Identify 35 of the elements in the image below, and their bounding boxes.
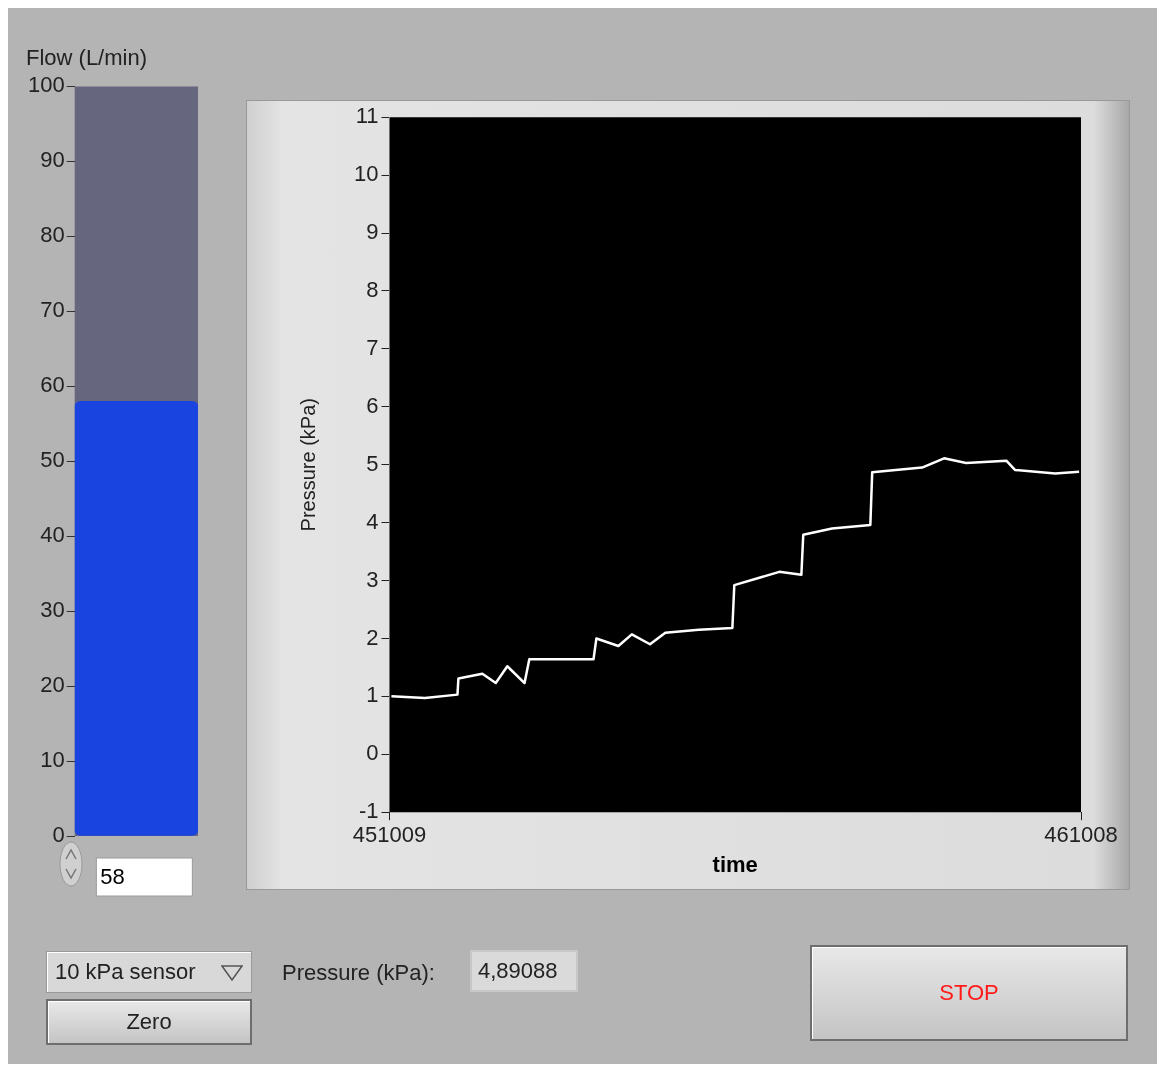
chart-title: Flow (L/min) bbox=[26, 45, 148, 71]
y-tick-label: 50 bbox=[40, 447, 65, 473]
y-tick-label: 6 bbox=[366, 392, 379, 418]
y-tick-label: 11 bbox=[355, 103, 379, 129]
y-tick-label: 100 bbox=[27, 72, 65, 98]
text: STOP bbox=[810, 945, 1128, 1041]
y-tick-label: 3 bbox=[366, 566, 379, 592]
y-tick-label: -1 bbox=[358, 798, 379, 824]
y-tick-label: 4 bbox=[366, 508, 379, 534]
data-label: 58 bbox=[100, 864, 125, 890]
y-tick-label: 70 bbox=[40, 297, 65, 323]
text: Pressure (kPa): bbox=[282, 960, 435, 986]
y-tick-label: 30 bbox=[40, 597, 65, 623]
y-tick-label: 90 bbox=[40, 147, 65, 173]
y-axis-title: Pressure (kPa) bbox=[296, 398, 319, 532]
y-tick-label: 9 bbox=[366, 219, 379, 245]
y-tick-label: 10 bbox=[353, 161, 379, 187]
y-tick-label: 1 bbox=[366, 682, 379, 708]
y-tick-label: 20 bbox=[40, 672, 65, 698]
x-axis-title: time bbox=[712, 851, 758, 877]
y-tick-label: 8 bbox=[366, 277, 379, 303]
y-tick-label: 0 bbox=[366, 740, 379, 766]
x-tick-label: 451009 bbox=[352, 822, 427, 848]
text: 10 kPa sensor bbox=[55, 959, 196, 985]
text: 4,89088 bbox=[470, 950, 578, 992]
y-tick-label: 0 bbox=[52, 822, 65, 848]
y-tick-label: 2 bbox=[366, 624, 379, 650]
y-tick-label: 80 bbox=[40, 222, 65, 248]
text: Zero bbox=[46, 999, 252, 1045]
y-tick-label: 7 bbox=[366, 334, 379, 360]
y-tick-label: 10 bbox=[40, 747, 65, 773]
y-tick-label: 40 bbox=[40, 522, 65, 548]
x-tick-label: 461008 bbox=[1044, 822, 1118, 848]
y-tick-label: 5 bbox=[366, 450, 379, 476]
y-tick-label: 60 bbox=[40, 372, 65, 398]
